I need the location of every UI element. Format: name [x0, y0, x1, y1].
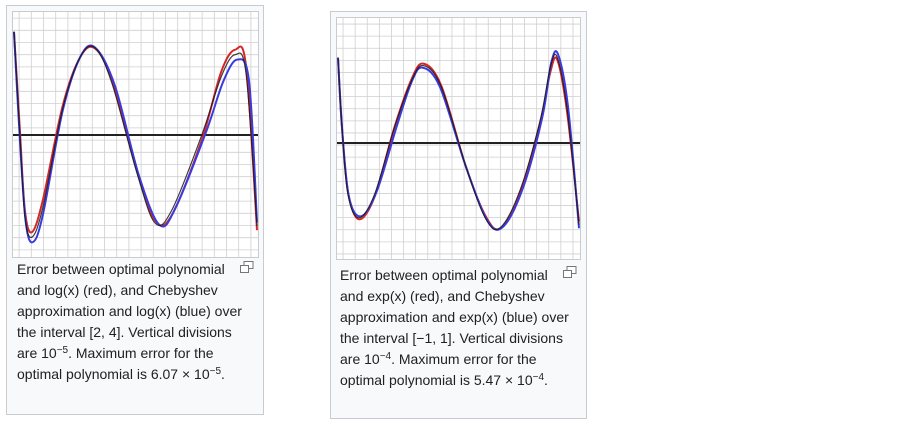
plot-log-error[interactable]	[12, 11, 259, 258]
chebyshev-error-curve	[13, 31, 258, 244]
caption-text: .	[544, 372, 548, 388]
caption-exponent: −4	[532, 372, 545, 383]
caption-exponent: −4	[379, 351, 392, 362]
caption-text: Error between optimal polynomial and log…	[17, 261, 242, 361]
figure-log-error: Error between optimal polynomial and log…	[6, 5, 264, 415]
enlarge-icon[interactable]	[563, 266, 577, 278]
caption-text: Error between optimal polynomial and exp…	[340, 267, 569, 367]
caption-text: . Maximum error for the optimal polynomi…	[340, 351, 537, 388]
grid	[337, 18, 580, 259]
figure-caption: Error between optimal polynomial and exp…	[340, 265, 572, 391]
caption-exponent: −5	[209, 366, 222, 377]
error-overlap-curve	[13, 31, 258, 238]
caption-text: .	[221, 366, 225, 382]
error-plot-log	[13, 12, 258, 257]
plot-exp-error[interactable]	[336, 17, 581, 260]
error-overlap-curve	[337, 53, 580, 231]
error-plot-exp	[337, 18, 580, 259]
figure-exp-error: Error between optimal polynomial and exp…	[330, 11, 587, 419]
enlarge-icon[interactable]	[240, 261, 254, 273]
caption-text: . Maximum error for the optimal polynomi…	[17, 345, 214, 382]
optimal-error-curve	[13, 31, 258, 234]
caption-exponent: −5	[56, 345, 69, 356]
figure-caption: Error between optimal polynomial and log…	[17, 259, 249, 385]
